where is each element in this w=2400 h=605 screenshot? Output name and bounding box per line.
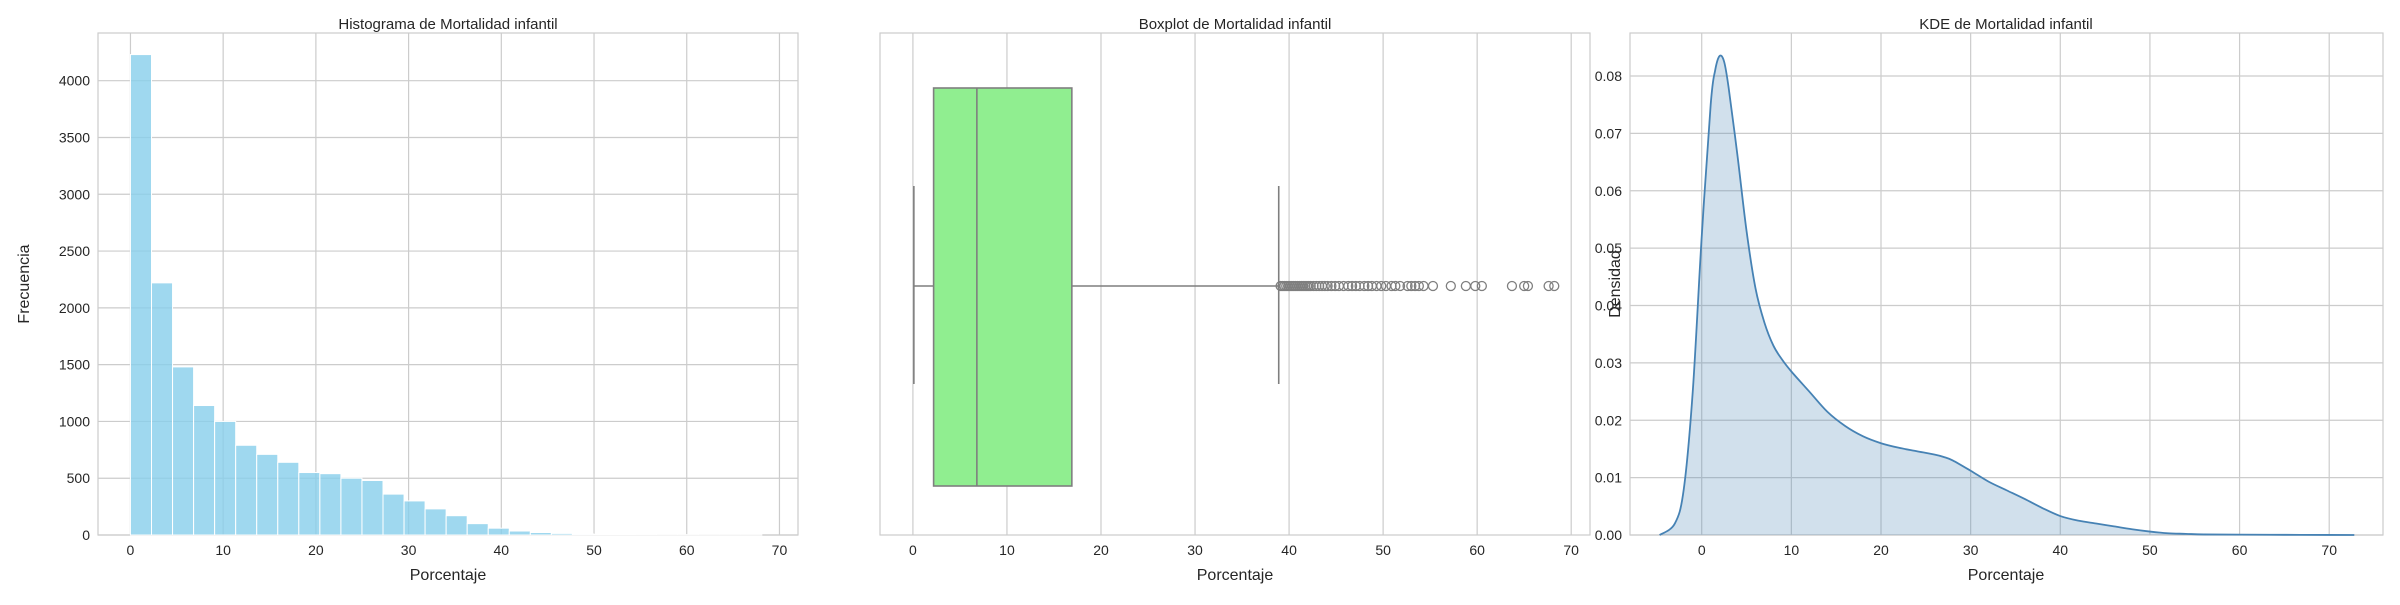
histogram-bar [615, 534, 636, 535]
boxplot-panel: 0 10 20 30 40 50 60 70 Boxplot de Mortalidad in… [880, 16, 1590, 584]
histogram-bar [341, 478, 362, 535]
kde-x-tick-label: 20 [1873, 542, 1889, 558]
kde-x-tick-label: 50 [2142, 542, 2158, 558]
histogram-y-tick-label: 4000 [59, 73, 90, 89]
boxplot-x-tick-label: 60 [1469, 542, 1485, 558]
histogram-bar [425, 509, 446, 535]
boxplot-x-axis-label: Porcentaje [1197, 567, 1274, 584]
histogram-x-tick-label: 20 [308, 542, 324, 558]
kde-x-tick-label: 70 [2321, 542, 2337, 558]
histogram-x-tick-label: 10 [215, 542, 231, 558]
histogram-bar [404, 501, 425, 535]
boxplot-x-tick-label: 10 [999, 542, 1015, 558]
kde-x-tick-label: 10 [1784, 542, 1800, 558]
histogram-bar [509, 531, 530, 535]
histogram-bar [194, 406, 215, 535]
kde-y-tick-label: 0.01 [1595, 470, 1622, 486]
histogram-x-tick-label: 60 [679, 542, 695, 558]
histogram-bar [446, 516, 467, 535]
histogram-bar [383, 494, 404, 535]
histogram-bar [278, 462, 299, 535]
kde-y-tick-label: 0.06 [1595, 183, 1622, 199]
histogram-y-tick-label: 2000 [59, 300, 90, 316]
histogram-bar [215, 421, 236, 535]
histogram-bar [593, 534, 614, 535]
histogram-y-tick-label: 1500 [59, 357, 90, 373]
boxplot-x-tick-label: 20 [1093, 542, 1109, 558]
histogram-bar [151, 283, 172, 535]
histogram-bar [130, 55, 151, 535]
histogram-bar [236, 445, 257, 535]
histogram-bar [320, 474, 341, 535]
kde-y-tick-label: 0.00 [1595, 527, 1622, 543]
kde-y-axis-label: Densidad [1607, 250, 1624, 318]
boxplot-x-tick-label: 50 [1375, 542, 1391, 558]
histogram-bar [572, 534, 593, 535]
histogram-y-tick-label: 0 [82, 527, 90, 543]
histogram-y-tick-label: 3000 [59, 186, 90, 202]
kde-x-tick-label: 30 [1963, 542, 1979, 558]
histogram-x-tick-label: 30 [401, 542, 417, 558]
boxplot-title: Boxplot de Mortalidad infantil [1139, 16, 1332, 33]
histogram-bar [530, 533, 551, 535]
histogram-y-tick-label: 3500 [59, 129, 90, 145]
boxplot-x-tick-label: 30 [1187, 542, 1203, 558]
kde-y-tick-label: 0.07 [1595, 125, 1622, 141]
histogram-y-tick-label: 500 [67, 470, 91, 486]
histogram-bar [362, 480, 383, 535]
histogram-x-tick-labels: 0 10 20 30 40 50 60 70 [127, 542, 788, 558]
kde-y-tick-label: 0.08 [1595, 68, 1622, 84]
kde-y-tick-label: 0.03 [1595, 355, 1622, 371]
histogram-bar [173, 367, 194, 535]
kde-x-tick-labels: 0 10 20 30 40 50 60 70 [1698, 542, 2337, 558]
histogram-y-tick-labels: 0 500 1000 1500 2000 2500 3000 3500 4000 [59, 73, 90, 543]
kde-title: KDE de Mortalidad infantil [1919, 16, 2092, 33]
kde-x-tick-label: 0 [1698, 542, 1706, 558]
histogram-x-tick-label: 0 [127, 542, 135, 558]
histogram-x-tick-label: 40 [494, 542, 510, 558]
kde-x-tick-label: 60 [2232, 542, 2248, 558]
histogram-x-axis-label: Porcentaje [410, 567, 487, 584]
histogram-y-axis-label: Frecuencia [16, 244, 33, 323]
histogram-y-tick-label: 2500 [59, 243, 90, 259]
histogram-panel: 0 10 20 30 40 50 60 70 0 500 1000 1500 2000 2500 3000… [16, 16, 798, 584]
boxplot-x-tick-label: 70 [1563, 542, 1579, 558]
boxplot-box [934, 88, 1072, 486]
boxplot-x-tick-label: 0 [909, 542, 917, 558]
histogram-bar [488, 528, 509, 535]
kde-x-tick-label: 40 [2052, 542, 2068, 558]
histogram-x-tick-label: 50 [586, 542, 602, 558]
histogram-x-tick-label: 70 [772, 542, 788, 558]
histogram-title: Histograma de Mortalidad infantil [338, 16, 557, 33]
histogram-bar [299, 473, 320, 535]
kde-y-tick-label: 0.02 [1595, 412, 1622, 428]
histogram-y-tick-label: 1000 [59, 413, 90, 429]
boxplot-x-tick-label: 40 [1281, 542, 1297, 558]
histogram-bar [257, 454, 278, 535]
histogram-bar [467, 524, 488, 535]
kde-x-axis-label: Porcentaje [1968, 567, 2045, 584]
histogram-bar [551, 533, 572, 535]
boxplot-x-tick-labels: 0 10 20 30 40 50 60 70 [909, 542, 1579, 558]
